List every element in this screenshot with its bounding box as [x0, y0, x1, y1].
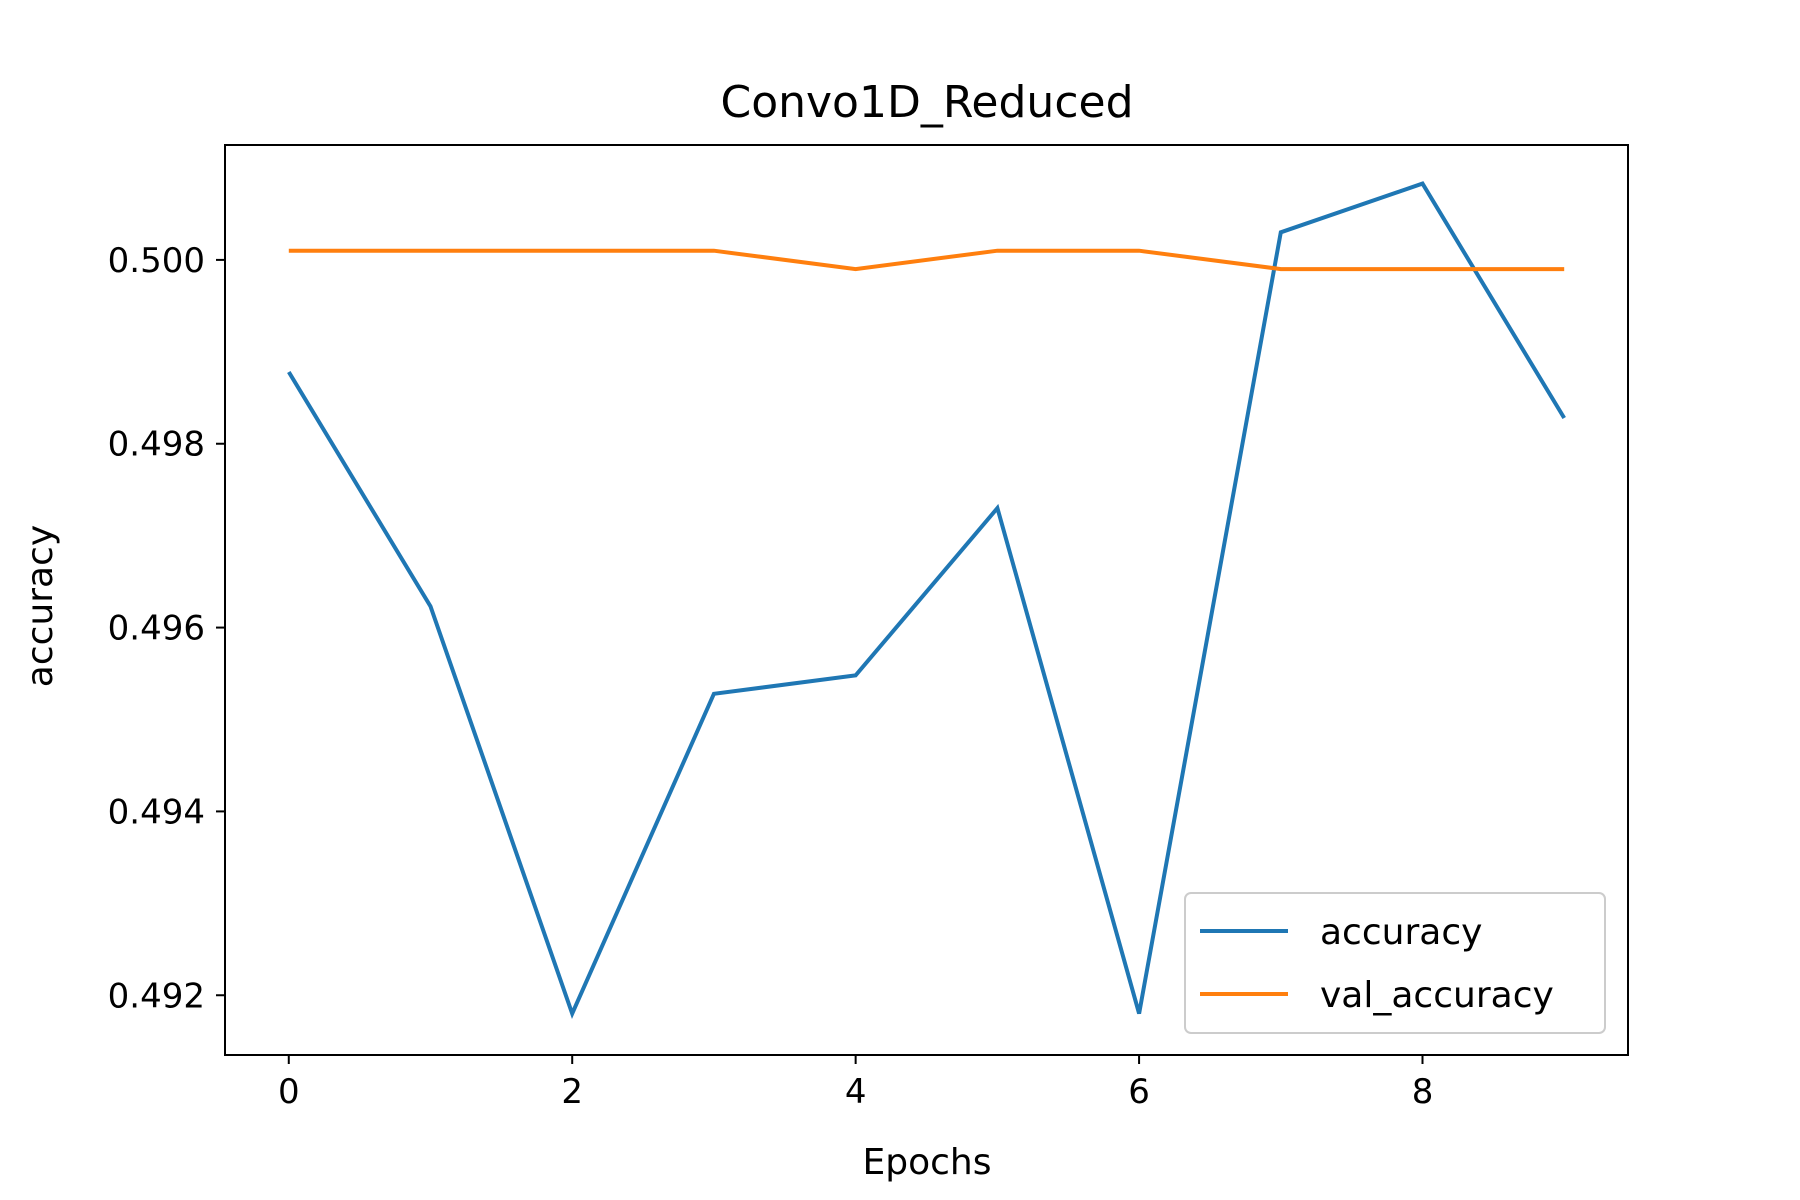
y-tick-label: 0.500: [108, 241, 205, 281]
x-tick-label: 8: [1412, 1072, 1434, 1112]
legend-label: val_accuracy: [1320, 975, 1554, 1016]
series-line-accuracy: [287, 181, 1566, 1020]
legend: accuracy val_accuracy: [1184, 892, 1606, 1034]
x-tick-label: 2: [561, 1072, 583, 1112]
plot-frame: [224, 144, 1629, 1056]
chart-title: Convo1D_Reduced: [720, 77, 1133, 128]
plot-area: 0 2 4 6 8 0.492 0.494 0.496 0.498 0.500: [108, 144, 1629, 1112]
y-tick-label: 0.498: [108, 425, 205, 465]
y-axis-label: accuracy: [20, 525, 61, 687]
y-tick-label: 0.494: [108, 792, 205, 832]
x-tick-label: 4: [845, 1072, 867, 1112]
y-tick-label: 0.496: [108, 609, 205, 649]
legend-label: accuracy: [1320, 912, 1482, 953]
x-axis-label: Epochs: [863, 1142, 992, 1183]
y-tick-label: 0.492: [108, 976, 205, 1016]
x-tick-label: 6: [1128, 1072, 1150, 1112]
series-line-val-accuracy: [288, 248, 1565, 272]
legend-box: [1184, 892, 1606, 1034]
x-tick-label: 0: [278, 1072, 300, 1112]
